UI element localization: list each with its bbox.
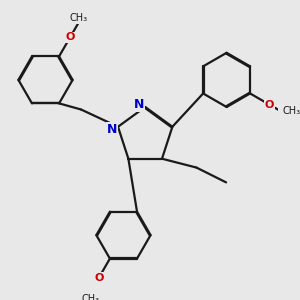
Text: N: N	[134, 98, 145, 111]
Text: CH₃: CH₃	[70, 13, 88, 23]
Text: N: N	[107, 123, 117, 136]
Text: O: O	[65, 32, 75, 42]
Text: O: O	[94, 273, 104, 283]
Text: CH₃: CH₃	[81, 294, 99, 300]
Text: CH₃: CH₃	[283, 106, 300, 116]
Text: O: O	[265, 100, 274, 110]
